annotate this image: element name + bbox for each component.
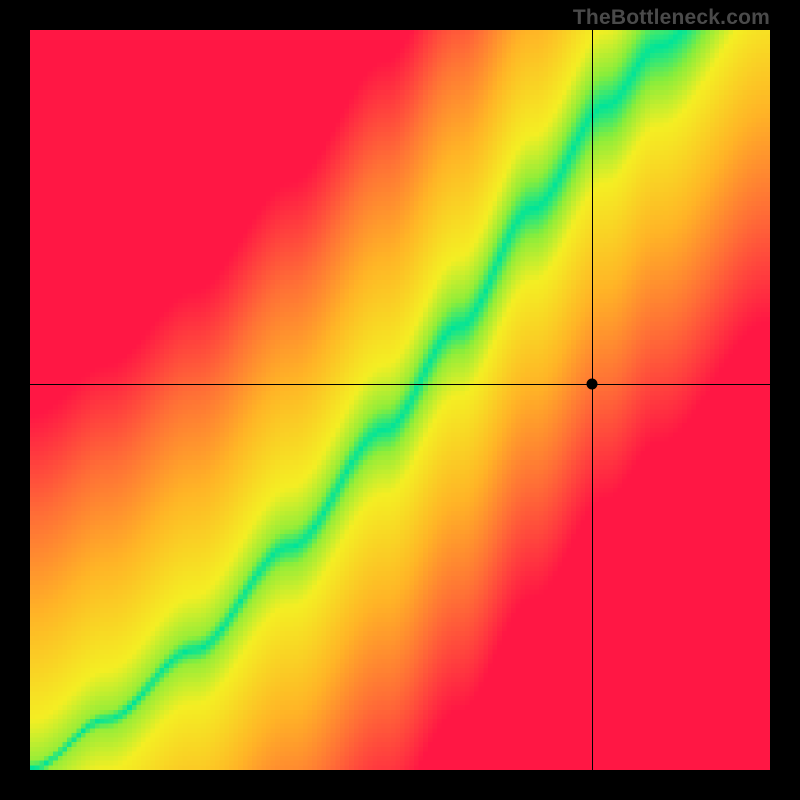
chart-frame: TheBottleneck.com (0, 0, 800, 800)
plot-area (30, 30, 770, 770)
heatmap-canvas (30, 30, 770, 770)
watermark-text: TheBottleneck.com (573, 6, 770, 30)
